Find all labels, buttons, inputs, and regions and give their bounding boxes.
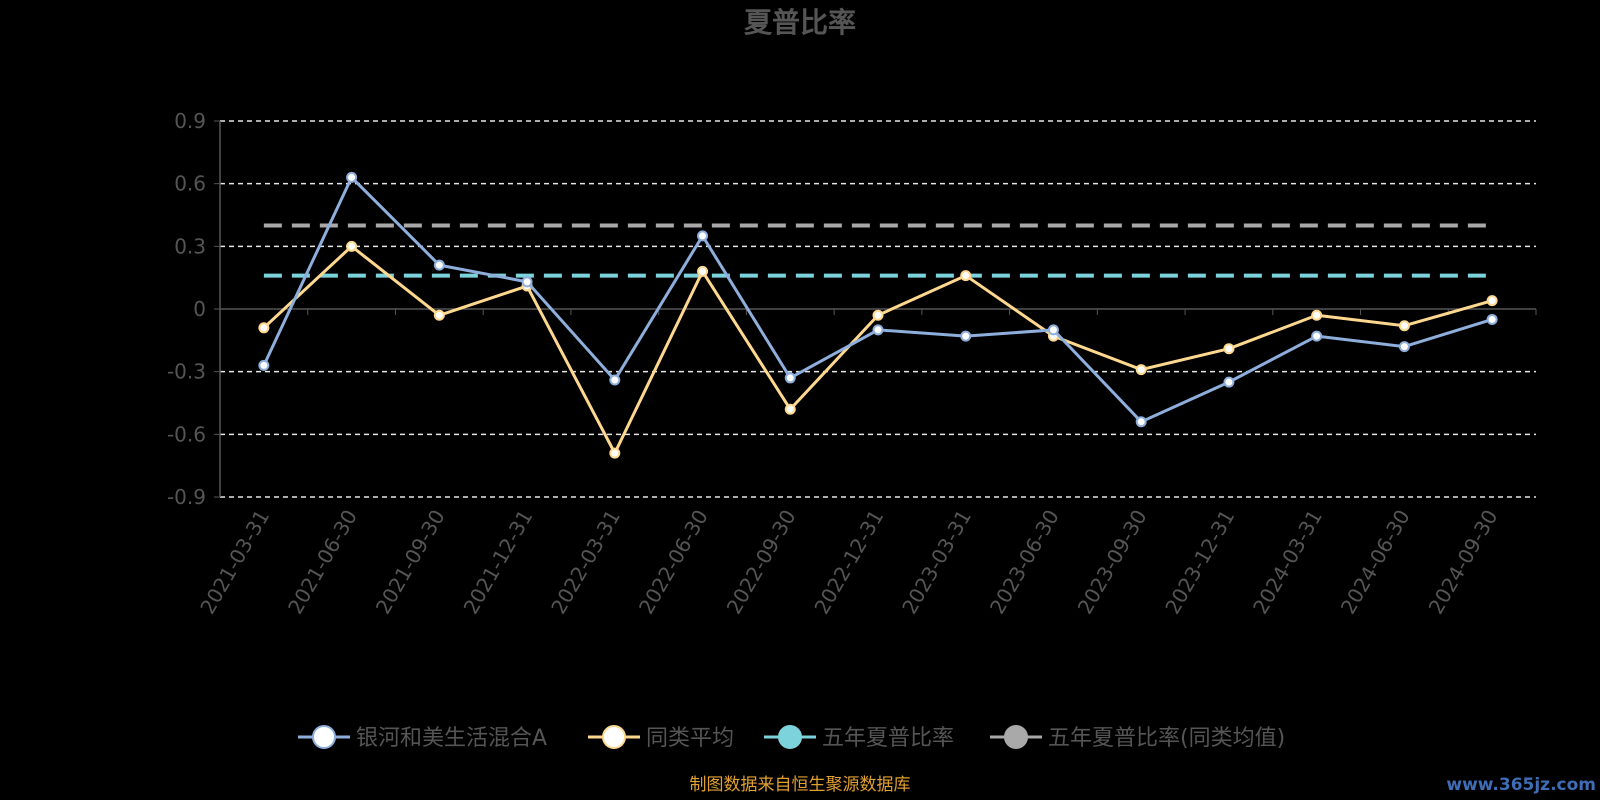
- y-tick-label: 0: [193, 297, 206, 321]
- data-point: [433, 259, 445, 271]
- watermark: www.365jz.com: [1446, 775, 1596, 795]
- y-axis-ticks: 0.9 0.6 0.3 0 -0.3 -0.6 -0.9: [167, 109, 220, 509]
- grid-lines: [220, 120, 1536, 498]
- data-point: [609, 374, 621, 386]
- x-tick-label: 2022-03-31: [546, 506, 625, 619]
- data-point: [521, 276, 533, 288]
- legend-marker: [312, 725, 336, 749]
- legend-marker: [602, 725, 626, 749]
- legend-item[interactable]: 五年夏普比率: [764, 725, 954, 751]
- x-tick-label: 2024-03-31: [1248, 506, 1327, 619]
- legend-marker: [1004, 725, 1028, 749]
- data-point: [872, 324, 884, 336]
- data-point: [1311, 309, 1323, 321]
- data-point: [433, 309, 445, 321]
- data-point: [697, 230, 709, 242]
- x-tick-label: 2021-03-31: [195, 506, 274, 619]
- legend-label: 五年夏普比率(同类均值): [1048, 726, 1285, 751]
- x-tick-label: 2023-03-31: [897, 506, 976, 619]
- x-tick-label: 2022-12-31: [809, 506, 888, 619]
- data-point: [1311, 330, 1323, 342]
- x-tick-label: 2022-06-30: [634, 506, 713, 619]
- x-tick-label: 2021-06-30: [283, 506, 362, 619]
- y-tick-label: -0.3: [167, 360, 206, 384]
- series-line: [262, 175, 1493, 424]
- data-point: [609, 447, 621, 459]
- x-tick-label: 2024-09-30: [1424, 506, 1503, 619]
- data-point: [697, 265, 709, 277]
- data-point: [1486, 313, 1498, 325]
- legend-item[interactable]: 五年夏普比率(同类均值): [990, 725, 1285, 751]
- data-point: [258, 359, 270, 371]
- x-axis-ticks: 2021-03-31 2021-06-30 2021-09-30 2021-12-31…: [195, 506, 1502, 619]
- series-0: [258, 171, 1498, 428]
- y-tick-label: -0.6: [167, 422, 206, 446]
- data-point: [346, 240, 358, 252]
- x-tick-label: 2023-06-30: [985, 506, 1064, 619]
- data-point: [1223, 376, 1235, 388]
- y-tick-label: 0.3: [174, 234, 206, 258]
- data-point: [960, 330, 972, 342]
- data-point: [1398, 320, 1410, 332]
- data-point: [1223, 343, 1235, 355]
- chart-title: 夏普比率: [744, 6, 856, 39]
- data-point: [872, 309, 884, 321]
- legend-label: 五年夏普比率: [822, 726, 954, 751]
- y-tick-label: 0.6: [174, 172, 206, 196]
- legend-item[interactable]: 同类平均: [588, 725, 734, 751]
- data-point: [1047, 324, 1059, 336]
- y-tick-label: -0.9: [167, 485, 206, 509]
- data-point: [784, 372, 796, 384]
- legend-label: 银河和美生活混合A: [356, 726, 547, 751]
- legend-marker: [778, 725, 802, 749]
- source-note: 制图数据来自恒生聚源数据库: [690, 775, 911, 795]
- x-tick-label: 2023-12-31: [1160, 506, 1239, 619]
- data-point: [1486, 295, 1498, 307]
- y-tick-label: 0.9: [174, 109, 206, 133]
- series-layer: [258, 171, 1498, 459]
- data-point: [1398, 341, 1410, 353]
- data-point: [346, 171, 358, 183]
- x-tick-label: 2021-12-31: [458, 506, 537, 619]
- x-tick-label: 2021-09-30: [371, 506, 450, 619]
- legend[interactable]: 银河和美生活混合A 同类平均 五年夏普比率 五年夏普比率(同类均值): [298, 725, 1285, 751]
- data-point: [1135, 416, 1147, 428]
- legend-label: 同类平均: [646, 726, 734, 751]
- data-point: [960, 270, 972, 282]
- data-point: [258, 322, 270, 334]
- x-tick-label: 2022-09-30: [722, 506, 801, 619]
- data-point: [1135, 364, 1147, 376]
- legend-item[interactable]: 银河和美生活混合A: [298, 725, 547, 751]
- x-tick-label: 2023-09-30: [1073, 506, 1152, 619]
- x-tick-label: 2024-06-30: [1336, 506, 1415, 619]
- data-point: [784, 403, 796, 415]
- axes: [219, 121, 1537, 497]
- series-1: [258, 240, 1498, 459]
